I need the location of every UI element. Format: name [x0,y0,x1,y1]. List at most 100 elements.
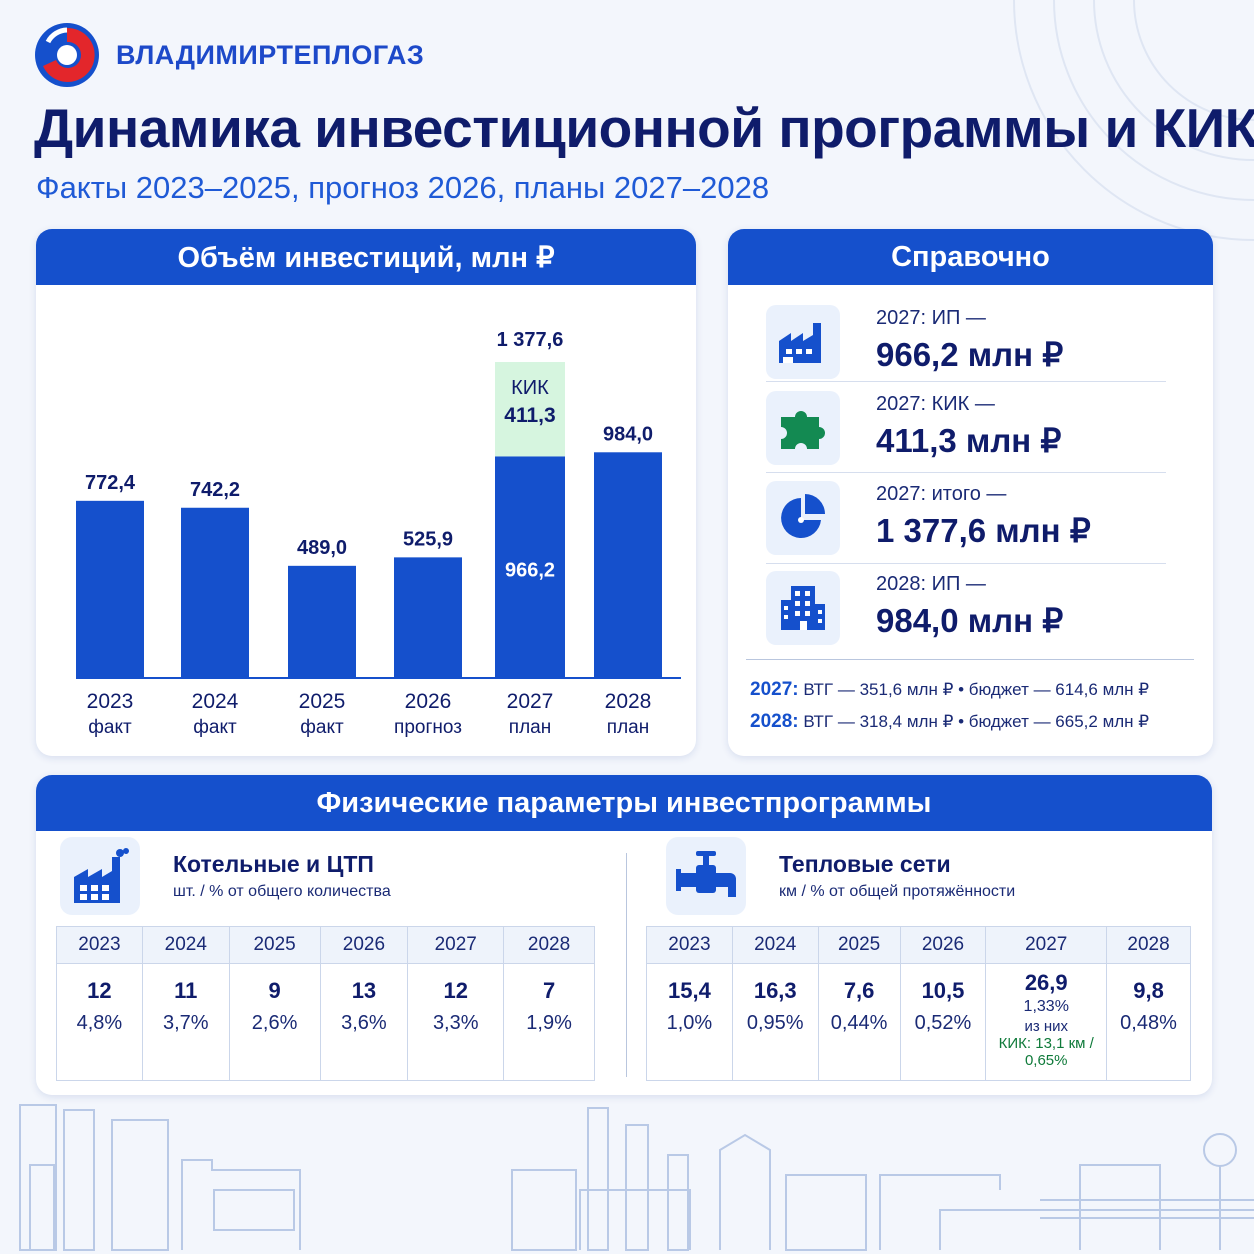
table-cell: 26,9 1,33% из них КИК: 13,1 км / 0,65% [985,963,1108,1081]
note-text: ВТГ — 351,6 млн ₽ • бюджет — 614,6 млн ₽ [803,680,1150,699]
note-year: 2027: [750,679,799,700]
networks-title: Тепловые сети [779,851,951,877]
data-label: 966,2 [505,559,555,581]
investment-chart-card: Объём инвестиций, млн ₽ 772,4 2023 факт 742… [36,229,696,756]
investment-bar-chart: 772,4 2023 факт 742,2 2024 факт 489,0 2025 факт 5… [76,329,681,738]
reference-note: 2028: ВТГ — 318,4 млн ₽ • бюджет — 665,2… [750,711,1149,733]
physical-parameters-card: Физические параметры инвестпрограммы Кот… [36,775,1212,1095]
table-cell: 12 4,8% [56,963,143,1081]
section-divider [626,853,627,1077]
bar [394,557,462,678]
reference-label: 2027: КИК — [876,393,995,415]
reference-item: 2027: ИП — 966,2 млн ₽ [766,305,1166,395]
table-cell: 11 3,7% [142,963,230,1081]
networks-table: 2023 2024 2025 2026 2027 2028 15,4 1,0% 1… [646,926,1191,1081]
bar [76,500,144,678]
data-label: 489,0 [297,537,347,559]
bar [495,456,565,678]
table-cell: 7 1,9% [526,978,572,1034]
year-header: 2027 [407,926,505,964]
networks-subtitle: км / % от общей протяжённости [779,883,1016,900]
x-tick-note: план [509,717,551,738]
table-cell: 9,8 0,48% [1120,978,1177,1034]
year-header: 2025 [229,926,321,964]
note-text: ВТГ — 318,4 млн ₽ • бюджет — 665,2 млн ₽ [803,712,1150,731]
table-cell: 10,5 0,52% [900,963,987,1081]
data-label: 411,3 [504,404,555,427]
year-header: 2024 [142,926,230,964]
reference-value: 411,3 млн ₽ [876,422,1062,459]
year-header: 2027 [985,926,1108,964]
bar [181,507,249,678]
separator [746,659,1194,660]
year-header: 2025 [818,926,901,964]
pie-chart-icon [766,481,840,555]
x-tick-note: факт [88,717,132,738]
separator [766,381,1166,382]
table-cell: 9 2,6% [229,963,321,1081]
pipe-valve-icon [666,837,746,915]
brand-name: ВЛАДИМИРТЕПЛОГАЗ [116,39,425,70]
year-header: 2023 [56,926,143,964]
table-cell: 15,4 1,0% [646,963,733,1081]
x-tick-note: факт [300,717,344,738]
reference-label: 2027: итого — [876,483,1007,505]
boilers-subtitle: шт. / % от общего количества [173,883,391,900]
reference-card: Справочно 2027: ИП — 966,2 млн ₽ 2027: К… [728,229,1213,756]
reference-label: 2028: ИП — [876,573,986,595]
data-label: 525,9 [403,528,453,550]
x-tick-label: 2023 [87,690,134,713]
boilers-table: 2023 2024 2025 2026 2027 2028 12 4,8% 11 3… [56,926,595,1081]
total-label: 1 377,6 [497,329,564,351]
data-label: 742,2 [190,479,240,501]
logo-mark-icon [35,23,99,87]
bar [594,452,662,678]
separator [766,563,1166,564]
separator [766,472,1166,473]
reference-label: 2027: ИП — [876,307,986,329]
x-tick-label: 2027 [507,690,554,713]
reference-value: 966,2 млн ₽ [876,336,1064,373]
puzzle-icon [766,391,840,465]
x-tick-note: план [607,717,649,738]
table-cell: 13 3,6% [320,963,409,1081]
year-header: 2026 [320,926,409,964]
brand-logo: ВЛАДИМИРТЕПЛОГАЗ [34,22,424,88]
boilers-title: Котельные и ЦТП [173,851,374,877]
year-header: 2028 [503,926,595,964]
year-header: 2024 [732,926,819,964]
year-header: 2023 [646,926,733,964]
note-year: 2028: [750,711,799,732]
city-skyline [19,1104,1254,1251]
x-tick-note: факт [193,717,237,738]
x-tick-label: 2024 [192,690,239,713]
reference-item: 2027: КИК — 411,3 млн ₽ [766,391,1166,481]
x-tick-label: 2028 [605,690,652,713]
chart-title: Объём инвестиций, млн ₽ [36,229,696,285]
x-tick-label: 2026 [405,690,452,713]
data-label: 772,4 [85,472,136,494]
table-cell: 12 3,3% [407,963,505,1081]
reference-value: 1 377,6 млн ₽ [876,512,1091,549]
x-tick-note: прогноз [394,717,462,738]
physical-title: Физические параметры инвестпрограммы [36,775,1212,831]
kik-label: КИК [511,377,549,399]
bar [288,565,356,678]
page-subtitle: Факты 2023–2025, прогноз 2026, планы 202… [36,170,770,205]
table-cell: 7,6 0,44% [818,963,901,1081]
reference-item: 2027: итого — 1 377,6 млн ₽ [766,481,1166,571]
reference-value: 984,0 млн ₽ [876,602,1064,639]
year-header: 2028 [1106,926,1191,964]
page-title: Динамика инвестиционной программы и КИК [34,97,1254,159]
x-tick-label: 2025 [299,690,346,713]
factory-icon [766,305,840,379]
reference-title: Справочно [728,229,1213,285]
building-icon [766,571,840,645]
table-cell: 16,3 0,95% [732,963,819,1081]
bar-kik [495,362,565,457]
data-label: 984,0 [603,423,653,445]
year-header: 2026 [900,926,987,964]
boiler-factory-icon [60,837,140,915]
reference-note: 2027: ВТГ — 351,6 млн ₽ • бюджет — 614,6… [750,679,1149,701]
reference-item: 2028: ИП — 984,0 млн ₽ [766,571,1166,661]
